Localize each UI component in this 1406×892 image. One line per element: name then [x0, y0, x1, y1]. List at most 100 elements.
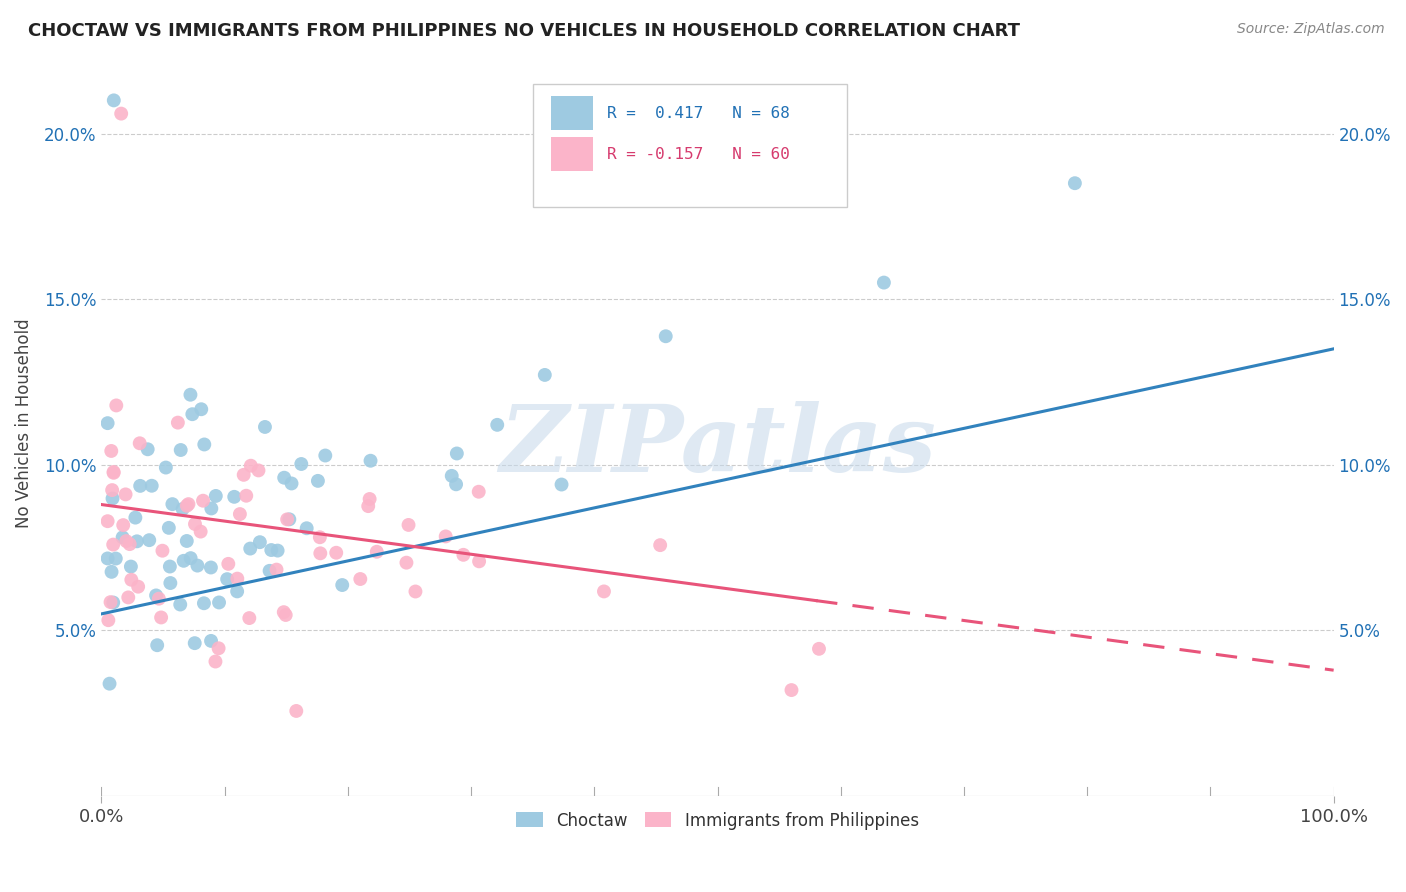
Point	[273, 471, 295, 485]
Point	[239, 458, 262, 473]
Point	[486, 417, 509, 432]
Point	[446, 446, 468, 460]
Point	[176, 499, 198, 513]
Point	[404, 584, 426, 599]
Point	[224, 490, 246, 504]
Point	[148, 591, 170, 606]
Point	[359, 491, 381, 506]
Point	[1063, 176, 1085, 190]
Point	[103, 466, 125, 480]
Point	[97, 416, 120, 430]
Point	[307, 474, 329, 488]
Point	[217, 572, 239, 586]
Point	[398, 517, 420, 532]
Point	[125, 534, 148, 549]
Text: ZIPatlas: ZIPatlas	[499, 401, 936, 491]
Point	[360, 454, 382, 468]
Point	[150, 610, 173, 624]
Point	[204, 489, 226, 503]
Point	[349, 572, 371, 586]
Point	[238, 611, 260, 625]
Point	[177, 497, 200, 511]
Point	[136, 442, 159, 457]
Point	[467, 484, 489, 499]
Text: Source: ZipAtlas.com: Source: ZipAtlas.com	[1237, 22, 1385, 37]
Point	[260, 543, 283, 558]
Point	[204, 655, 226, 669]
Point	[112, 518, 135, 533]
Point	[247, 463, 270, 477]
Text: R =  0.417   N = 68: R = 0.417 N = 68	[606, 106, 790, 120]
Point	[103, 538, 125, 552]
Point	[650, 538, 672, 552]
Point	[101, 491, 124, 506]
Point	[654, 329, 676, 343]
Point	[278, 512, 301, 526]
Point	[357, 499, 380, 513]
Point	[232, 467, 254, 482]
Point	[152, 543, 174, 558]
Point	[190, 524, 212, 539]
Point	[97, 551, 120, 566]
Point	[266, 543, 288, 558]
Point	[295, 521, 318, 535]
Point	[280, 476, 302, 491]
Point	[253, 420, 276, 434]
Point	[159, 559, 181, 574]
Point	[330, 578, 353, 592]
Point	[173, 554, 195, 568]
Point	[274, 607, 297, 622]
Point	[235, 489, 257, 503]
Point	[366, 545, 388, 559]
Point	[114, 487, 136, 501]
Point	[104, 551, 127, 566]
Point	[103, 94, 125, 108]
Point	[186, 558, 208, 573]
Point	[118, 537, 141, 551]
Point	[780, 683, 803, 698]
Text: R = -0.157   N = 60: R = -0.157 N = 60	[606, 147, 790, 161]
Point	[176, 533, 198, 548]
FancyBboxPatch shape	[551, 137, 593, 171]
Point	[172, 502, 194, 516]
Point	[184, 516, 207, 531]
Point	[157, 521, 180, 535]
Point	[167, 416, 190, 430]
Point	[128, 436, 150, 450]
Point	[550, 477, 572, 491]
Point	[145, 589, 167, 603]
Point	[100, 595, 122, 609]
Y-axis label: No Vehicles in Household: No Vehicles in Household	[15, 318, 32, 528]
Point	[207, 641, 229, 656]
Point	[285, 704, 308, 718]
Point	[124, 510, 146, 524]
Point	[181, 407, 204, 421]
Point	[120, 559, 142, 574]
Point	[101, 483, 124, 497]
Point	[115, 534, 138, 549]
Point	[117, 591, 139, 605]
Point	[266, 563, 288, 577]
Point	[200, 501, 222, 516]
Point	[325, 546, 347, 560]
Point	[162, 497, 184, 511]
Point	[169, 598, 191, 612]
Point	[146, 638, 169, 652]
Point	[453, 548, 475, 562]
Text: CHOCTAW VS IMMIGRANTS FROM PHILIPPINES NO VEHICLES IN HOUSEHOLD CORRELATION CHAR: CHOCTAW VS IMMIGRANTS FROM PHILIPPINES N…	[28, 22, 1021, 40]
Point	[155, 460, 177, 475]
Point	[290, 457, 312, 471]
Point	[141, 479, 163, 493]
Point	[111, 530, 134, 544]
Point	[226, 584, 249, 599]
Point	[217, 557, 239, 571]
Point	[873, 276, 896, 290]
Point	[468, 554, 491, 568]
Point	[120, 573, 142, 587]
Point	[440, 468, 463, 483]
Point	[434, 529, 457, 543]
Point	[97, 613, 120, 627]
Point	[226, 572, 249, 586]
Point	[180, 551, 202, 566]
Point	[533, 368, 555, 382]
